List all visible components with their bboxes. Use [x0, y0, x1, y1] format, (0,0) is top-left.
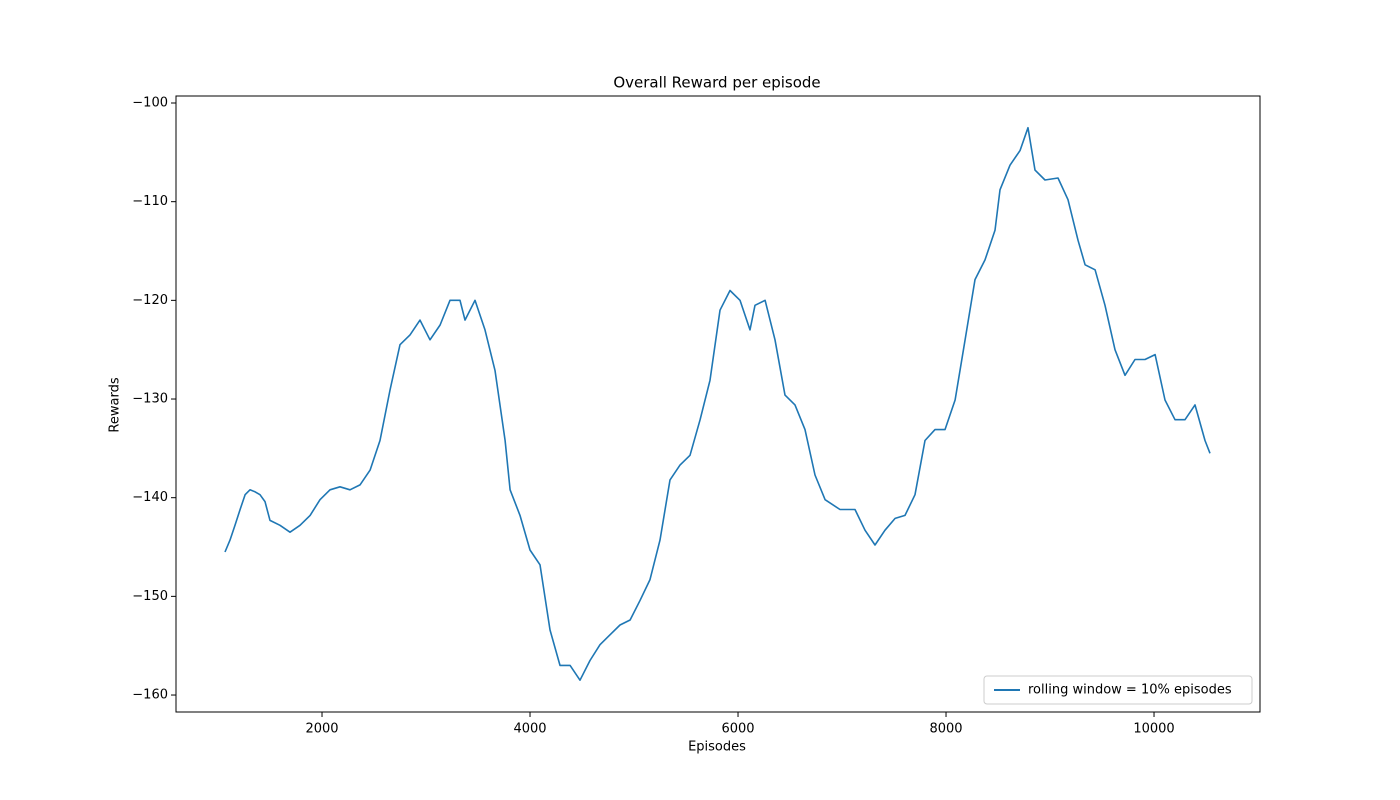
x-tick-label: 8000 [929, 722, 962, 737]
y-tick-label: −120 [132, 293, 168, 308]
y-tick-label: −110 [132, 194, 168, 209]
y-tick-label: −160 [132, 688, 168, 703]
y-tick-label: −130 [132, 392, 168, 407]
y-tick-label: −100 [132, 96, 168, 111]
x-tick-label: 6000 [721, 722, 754, 737]
x-tick-label: 4000 [513, 722, 546, 737]
plot-frame [175, 95, 1261, 713]
y-axis-label: Rewards [108, 377, 123, 432]
x-axis-label: Episodes [688, 740, 746, 755]
y-tick-label: −140 [132, 490, 168, 505]
y-tick-label: −150 [132, 589, 168, 604]
legend-label: rolling window = 10% episodes [1028, 683, 1232, 698]
x-tick-label: 2000 [305, 722, 338, 737]
data-line [224, 126, 1211, 681]
chart-title: Overall Reward per episode [613, 74, 820, 92]
x-tick-label: 10000 [1133, 722, 1174, 737]
legend-box [983, 675, 1253, 705]
